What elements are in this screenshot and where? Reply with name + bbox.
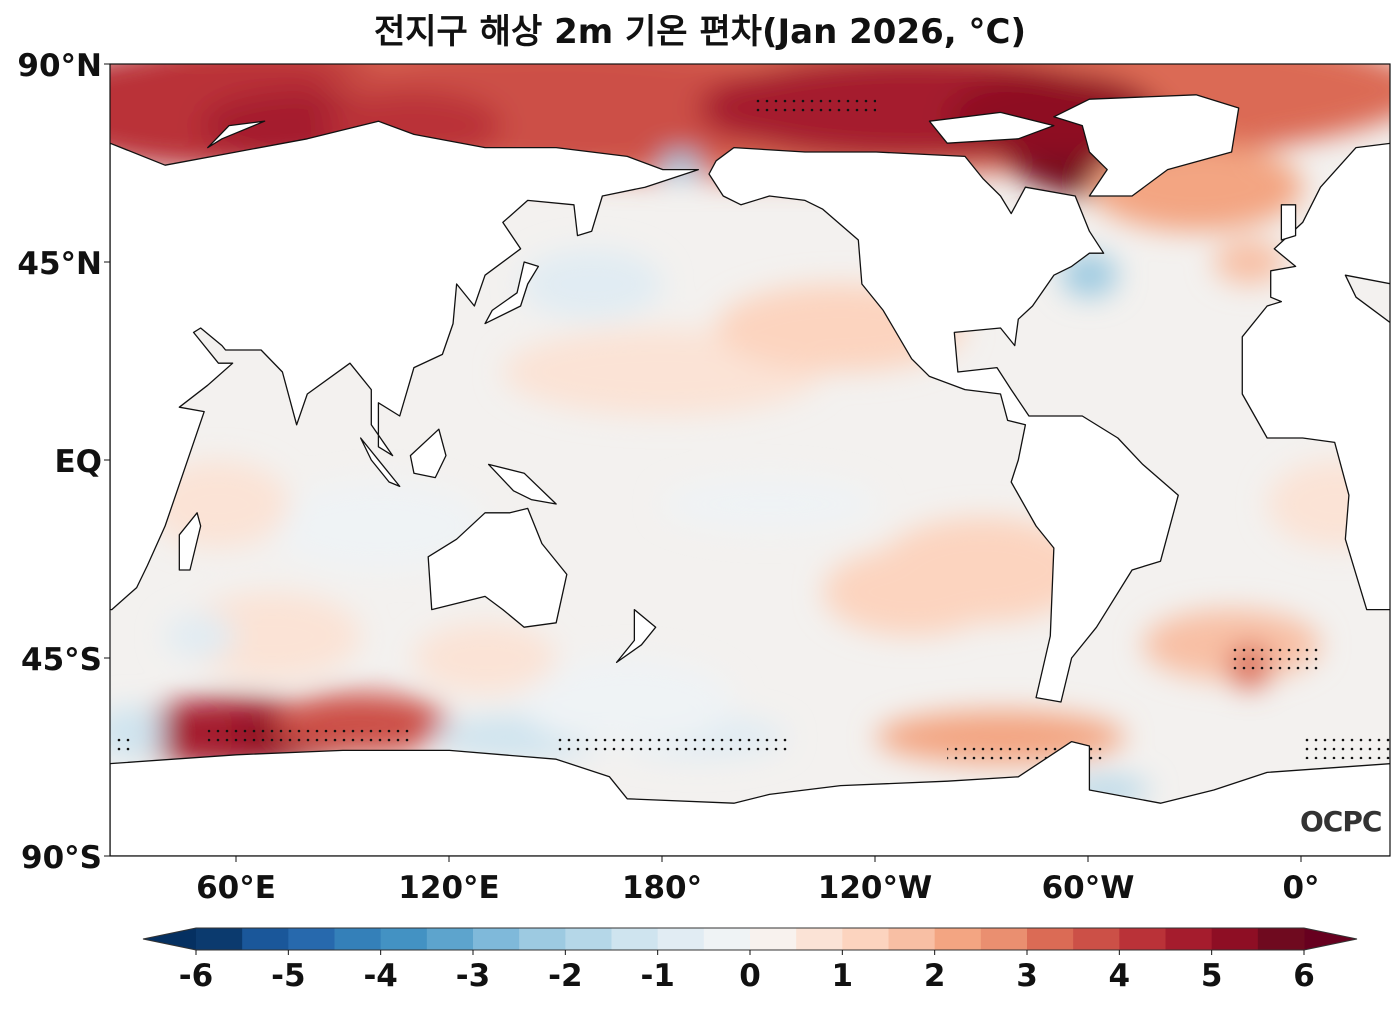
- anomaly-patch: [165, 614, 237, 658]
- colorbar-tick-label: -5: [271, 958, 306, 994]
- lat-label-90n: 90°N: [17, 48, 102, 84]
- colorbar-under-extension: [143, 928, 196, 950]
- lon-label-0: 0°: [1282, 870, 1320, 906]
- colorbar-tick-label: 6: [1293, 958, 1315, 994]
- colorbar: [142, 927, 1358, 955]
- colorbar-segment: [980, 928, 1028, 950]
- lon-label-120w: 120°W: [817, 870, 933, 906]
- anomaly-patch: [520, 658, 734, 746]
- colorbar-tick-label: -1: [640, 958, 675, 994]
- anomaly-patch: [1213, 240, 1285, 284]
- landmass: [1280, 204, 1297, 241]
- landmass: [487, 463, 557, 505]
- colorbar-segment: [750, 928, 797, 950]
- colorbar-tick-label: -4: [363, 958, 398, 994]
- colorbar-segment: [1073, 928, 1120, 950]
- anomaly-patch: [520, 248, 663, 320]
- colorbar-segment: [334, 928, 382, 950]
- anomaly-patch: [662, 477, 877, 531]
- colorbar-segment: [1119, 928, 1166, 950]
- axis-ticks: [104, 63, 1302, 862]
- colorbar-segment: [473, 928, 520, 950]
- anomaly-patch: [413, 622, 557, 694]
- lat-label-90s: 90°S: [21, 840, 102, 876]
- colorbar-segment: [796, 928, 843, 950]
- colorbar-tick-label: 1: [831, 958, 854, 994]
- colorbar-tick-label: -3: [455, 958, 491, 994]
- stipple-region: [751, 94, 877, 117]
- colorbar-segment: [288, 928, 335, 950]
- colorbar-segment: [565, 928, 612, 950]
- landmass: [178, 512, 202, 571]
- lon-label-60e: 60°E: [196, 870, 276, 906]
- landmass: [110, 120, 700, 611]
- landmass: [928, 111, 1055, 144]
- lon-label-60w: 60°W: [1041, 870, 1135, 906]
- colorbar-tick-label: 5: [1200, 958, 1223, 994]
- anomaly-patch: [110, 706, 166, 760]
- colorbar-tick-label: 2: [923, 958, 946, 994]
- landmass: [484, 261, 540, 325]
- landmass: [1053, 94, 1240, 197]
- colorbar-segment: [934, 928, 982, 950]
- colorbar-over-extension: [1304, 928, 1357, 950]
- colorbar-segment: [657, 928, 705, 950]
- colorbar-segment: [888, 928, 936, 950]
- colorbar-tick-label: 0: [739, 958, 761, 994]
- stipple-region: [111, 737, 130, 755]
- land-mask: [110, 94, 1390, 856]
- stipple-region: [207, 724, 414, 746]
- lon-label-180: 180°: [621, 870, 703, 906]
- landmass: [207, 120, 266, 149]
- lat-label-eq: EQ: [54, 444, 102, 480]
- colorbar-segment: [426, 928, 474, 950]
- colorbar-segment: [703, 928, 751, 950]
- colorbar-tick-label: 4: [1108, 958, 1131, 994]
- map-title: 전지구 해상 2m 기온 편차(Jan 2026, °C): [374, 12, 1026, 52]
- colorbar-segment: [1165, 928, 1213, 950]
- colorbar-segment: [1257, 928, 1305, 950]
- landmass: [708, 146, 1179, 703]
- anomaly-patch: [147, 460, 290, 548]
- colorbar-segment: [842, 928, 889, 950]
- colorbar-segment: [1027, 928, 1074, 950]
- landmass: [110, 740, 1390, 856]
- lat-label-45n: 45°N: [17, 246, 102, 282]
- stipple-region: [556, 737, 788, 755]
- anomaly-patch: [822, 548, 1001, 636]
- anomaly-patch: [271, 482, 486, 570]
- colorbar-segment: [1211, 928, 1259, 950]
- landmass: [359, 437, 401, 488]
- stipple-region: [1302, 737, 1390, 760]
- significance-stippling: [111, 94, 1390, 764]
- landmass: [615, 608, 657, 664]
- landmass: [409, 428, 447, 479]
- lat-label-45s: 45°S: [21, 642, 102, 678]
- anomaly-patch: [182, 592, 361, 680]
- ocpc-logo: OCPC: [1300, 805, 1382, 838]
- colorbar-segment: [611, 928, 659, 950]
- colorbar-segment: [380, 928, 428, 950]
- colorbar-segment: [196, 928, 243, 950]
- colorbar-tick-label: 3: [1016, 958, 1038, 994]
- colorbar-tick-label: -6: [178, 958, 214, 994]
- colorbar-segment: [242, 928, 289, 950]
- colorbar-segment: [519, 928, 566, 950]
- colorbar-tick-label: -2: [548, 958, 583, 994]
- landmass: [427, 507, 568, 628]
- stipple-region: [1231, 644, 1321, 672]
- lon-label-120e: 120°E: [398, 870, 500, 906]
